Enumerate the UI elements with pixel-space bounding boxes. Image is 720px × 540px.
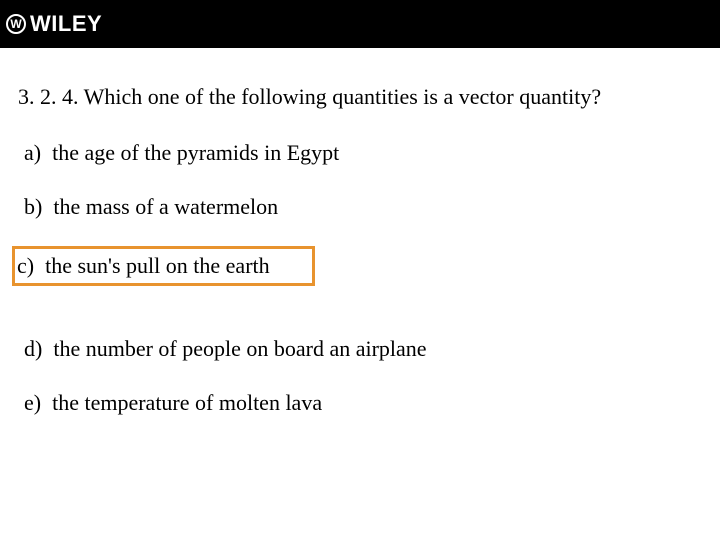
option-label: a) [24,140,41,165]
option-text: the age of the pyramids in Egypt [52,140,339,165]
question-number: 3. 2. 4. [18,84,79,109]
option-c-highlighted: c) the sun's pull on the earth [12,246,315,286]
option-label: e) [24,390,41,415]
option-b: b) the mass of a watermelon [18,192,284,222]
header-bar: W WILEY [0,0,720,48]
option-label: b) [24,194,42,219]
option-e: e) the temperature of molten lava [18,388,328,418]
option-text: the mass of a watermelon [53,194,278,219]
question-body: Which one of the following quantities is… [84,84,601,109]
question-text: 3. 2. 4. Which one of the following quan… [18,84,702,110]
option-text: the number of people on board an airplan… [53,336,426,361]
brand-name: WILEY [30,11,102,37]
option-d: d) the number of people on board an airp… [18,334,433,364]
option-a: a) the age of the pyramids in Egypt [18,138,345,168]
option-label: c) [17,253,34,278]
brand-logo: W WILEY [6,11,102,37]
option-text: the temperature of molten lava [52,390,322,415]
question-content: 3. 2. 4. Which one of the following quan… [0,48,720,442]
wiley-logo-icon: W [6,14,26,34]
option-text: the sun's pull on the earth [45,253,270,278]
option-label: d) [24,336,42,361]
